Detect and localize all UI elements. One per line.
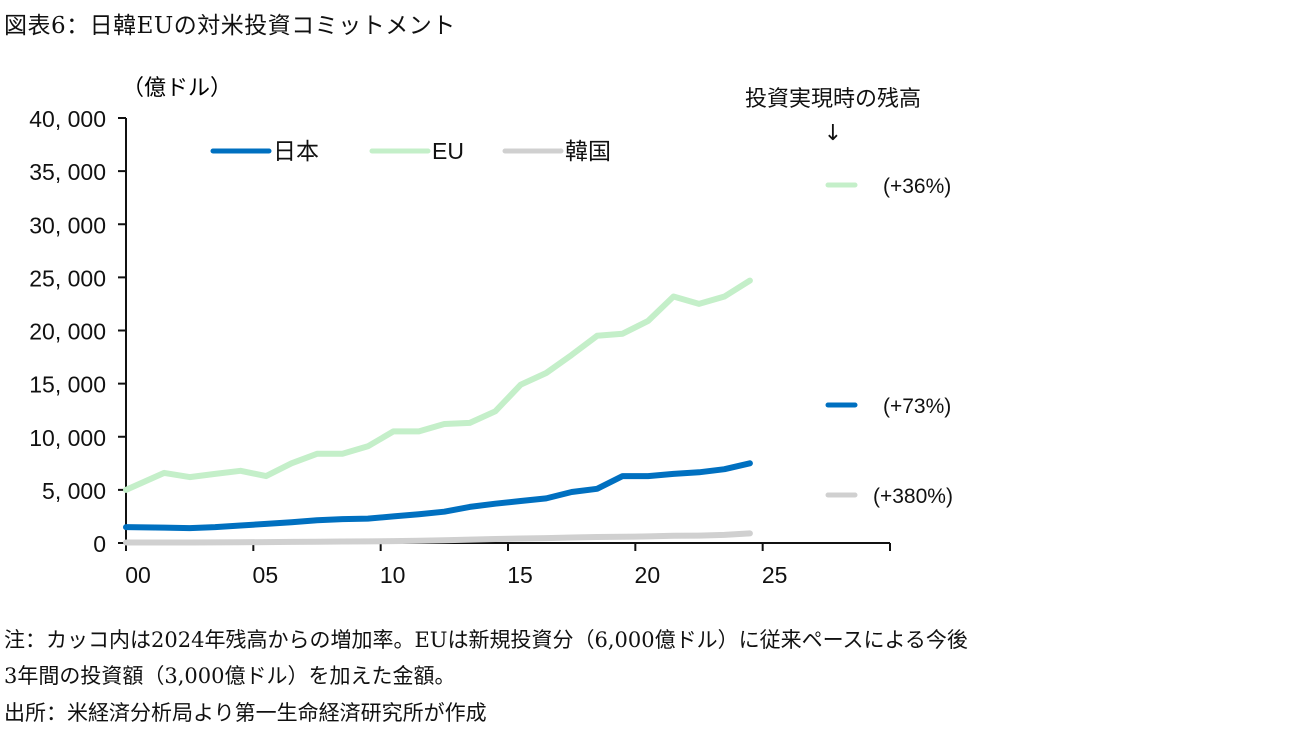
x-tick-label: 05	[253, 562, 279, 588]
y-tick-label: 25, 000	[29, 265, 106, 291]
x-tick-label: 25	[762, 562, 788, 588]
axes: 0 5, 000 10, 000 15, 000 20, 000 25, 000 30, 0…	[29, 106, 891, 588]
chart-title: 図表6：日韓EUの対米投資コミットメント	[4, 13, 456, 39]
y-tick-label: 10, 000	[29, 425, 106, 451]
series-lines	[123, 277, 753, 546]
legend: 日本 EU 韓国	[210, 138, 611, 164]
annotation-header: 投資実現時の残高	[745, 86, 921, 111]
x-tick-label: 10	[380, 562, 406, 588]
projection-annotation: 投資実現時の残高 ↓ (+36%) (+73%) (+380%)	[745, 86, 953, 508]
series-line-korea	[123, 530, 753, 546]
down-arrow-icon: ↓	[824, 121, 842, 146]
y-tick-label: 5, 000	[42, 478, 106, 504]
legend-label-japan: 日本	[273, 138, 319, 164]
x-tick-label: 15	[507, 562, 533, 588]
y-tick-label: 0	[93, 531, 106, 557]
legend-label-korea: 韓国	[565, 138, 611, 164]
y-tick-label: 35, 000	[29, 159, 106, 185]
x-tick-label: 00	[125, 562, 151, 588]
projection-label-eu: (+36%)	[883, 175, 951, 198]
y-axis-unit-label: （億ドル）	[122, 75, 232, 100]
note-line-1: 注：カッコ内は2024年残高からの増加率。EUは新規投資分（6,000億ドル）に…	[4, 628, 968, 652]
y-tick-label: 20, 000	[29, 319, 106, 345]
legend-label-eu: EU	[432, 138, 464, 164]
y-tick-label: 30, 000	[29, 212, 106, 238]
projection-label-japan: (+73%)	[883, 395, 951, 418]
series-line-japan	[123, 460, 753, 532]
series-line-eu	[123, 277, 753, 493]
projection-label-korea: (+380%)	[873, 485, 953, 508]
line-chart: （億ドル） 0 5, 000 10, 000 15, 000 20, 000 25, 00…	[29, 75, 953, 588]
note-line-2: 3年間の投資額（3,000億ドル）を加えた金額。	[4, 664, 456, 688]
y-tick-label: 15, 000	[29, 372, 106, 398]
y-tick-label: 40, 000	[29, 106, 106, 132]
x-tick-label: 20	[635, 562, 661, 588]
source-note: 出所：米経済分析局より第一生命経済研究所が作成	[4, 701, 487, 725]
